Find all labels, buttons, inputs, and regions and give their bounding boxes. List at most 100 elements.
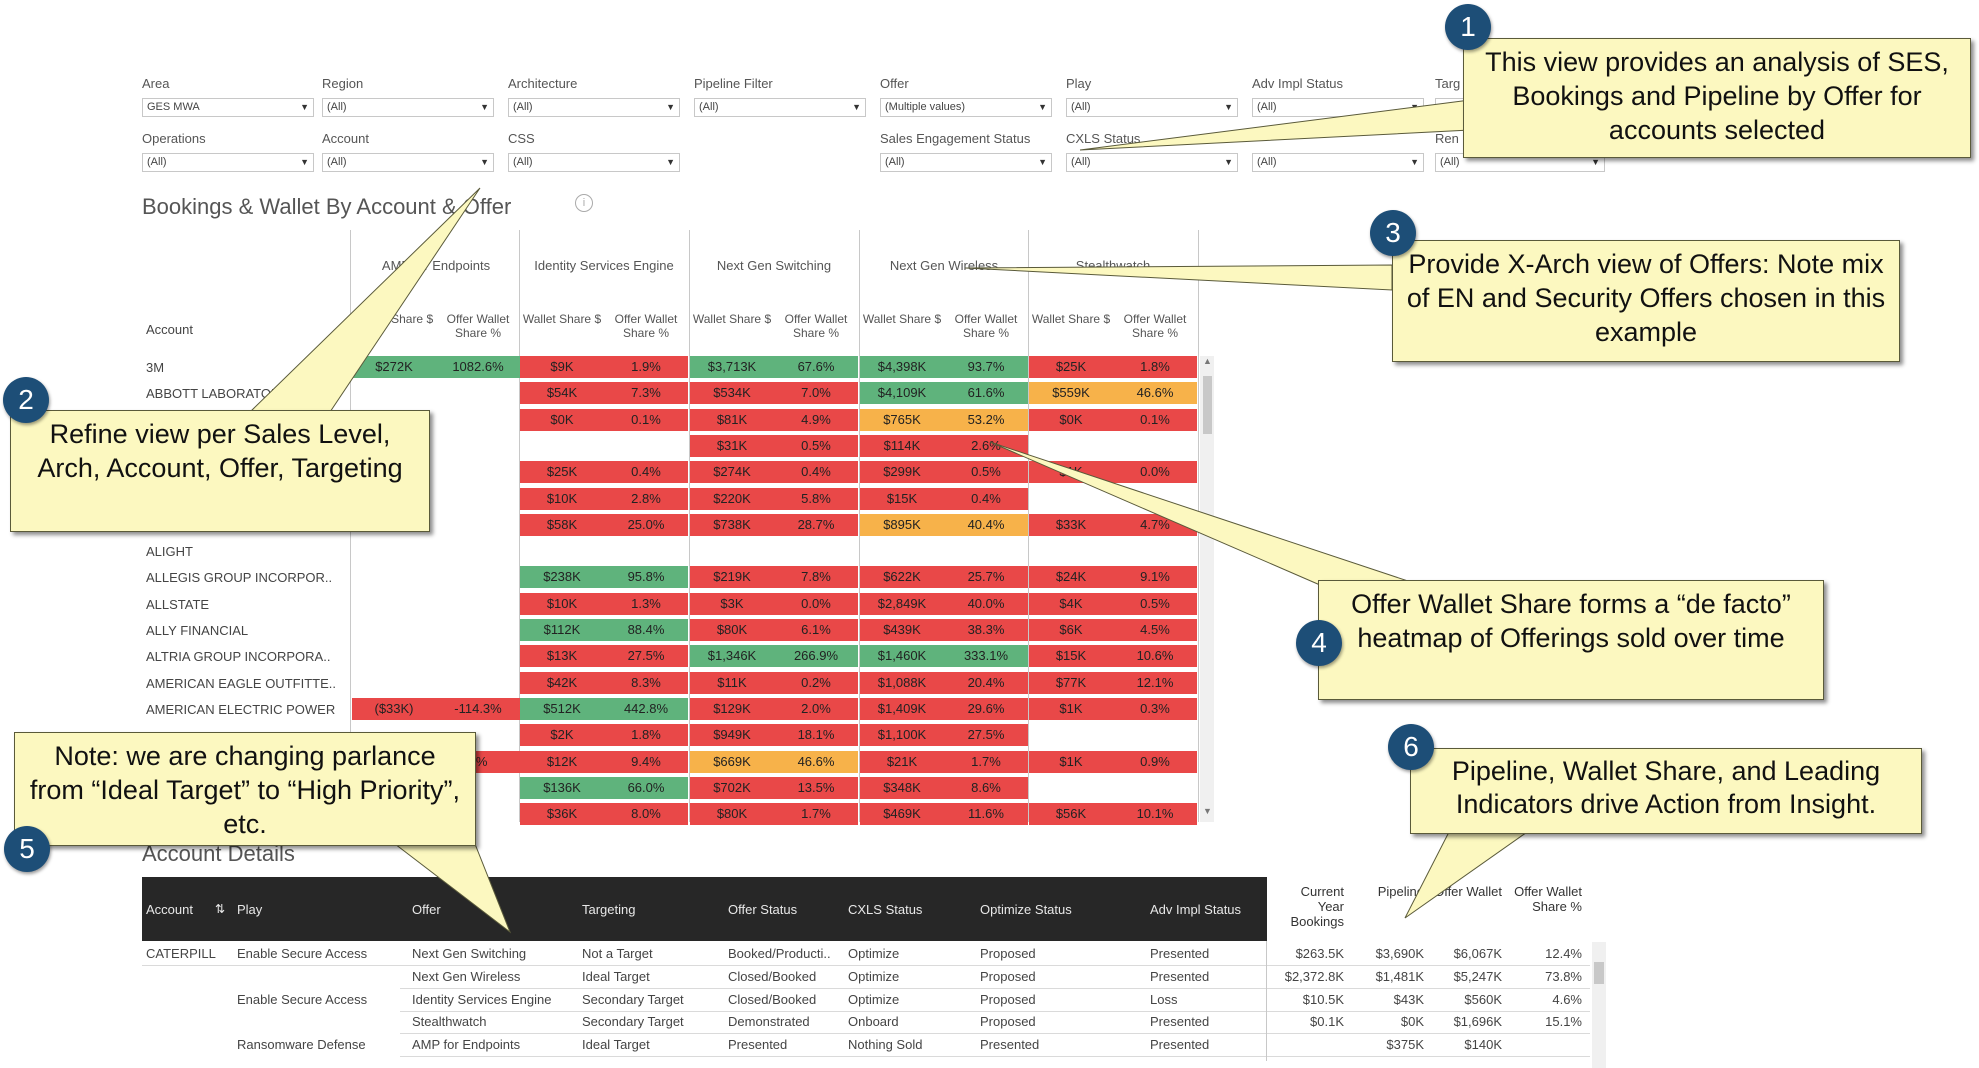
details-cell[interactable]: Nothing Sold xyxy=(848,1037,923,1053)
heatmap-cell[interactable]: $895K 40.4% xyxy=(860,513,1028,536)
filter-dropdown[interactable]: GES MWA ▼ xyxy=(142,98,314,117)
details-column-header[interactable]: Account xyxy=(146,902,193,917)
heatmap-cell[interactable]: $1,100K 27.5% xyxy=(860,724,1028,747)
sort-icon[interactable]: ⇅ xyxy=(215,902,226,916)
heatmap-cell[interactable]: $1,409K 29.6% xyxy=(860,697,1028,720)
details-column-header[interactable]: Pipeline xyxy=(1377,884,1424,899)
account-name[interactable]: AMERICAN EAGLE OUTFITTE.. xyxy=(146,675,336,691)
heatmap-cell[interactable]: $0K 0.1% xyxy=(1029,408,1197,431)
account-name[interactable]: ALLEGIS GROUP INCORPOR.. xyxy=(146,570,333,586)
details-cell[interactable]: Ideal Target xyxy=(582,968,650,984)
heatmap-cell[interactable]: $12K 9.4% xyxy=(520,750,688,773)
heatmap-cell[interactable]: $114K 2.6% xyxy=(860,434,1028,457)
heatmap-cell[interactable]: $77K 12.1% xyxy=(1029,671,1197,694)
details-cell[interactable]: Stealthwatch xyxy=(412,1014,487,1030)
heatmap-cell[interactable]: $15K 0.4% xyxy=(860,487,1028,510)
details-column-header[interactable]: Adv Impl Status xyxy=(1150,902,1242,917)
heatmap-cell[interactable]: $36K 8.0% xyxy=(520,803,688,826)
details-cell[interactable]: Onboard xyxy=(848,1014,899,1030)
details-column-header[interactable]: Offer Wallet Share % xyxy=(1514,884,1582,914)
heatmap-cell[interactable]: $299K 0.5% xyxy=(860,461,1028,484)
details-cell[interactable]: Presented xyxy=(980,1037,1040,1053)
filter-dropdown[interactable]: (All) ▼ xyxy=(508,98,680,117)
details-column-header[interactable]: Targeting xyxy=(582,902,636,917)
heatmap-cell[interactable]: $25K 1.8% xyxy=(1029,356,1197,378)
heatmap-cell[interactable]: $238K 95.8% xyxy=(520,566,688,589)
details-column-header[interactable]: CXLS Status xyxy=(848,902,923,917)
heatmap-cell[interactable]: $129K 2.0% xyxy=(690,697,858,720)
details-cell[interactable]: $3,690K xyxy=(1375,946,1424,961)
heatmap-cell[interactable]: $58K 25.0% xyxy=(520,513,688,536)
heatmap-cell[interactable]: $9K 1.9% xyxy=(520,356,688,378)
scroll-up-icon[interactable]: ▲ xyxy=(1203,356,1212,366)
details-cell[interactable]: $6,067K xyxy=(1453,946,1502,961)
details-cell[interactable]: Closed/Booked xyxy=(728,991,817,1007)
chevron-down-icon[interactable]: ▼ xyxy=(1591,157,1600,167)
heatmap-cell[interactable]: $1,460K 333.1% xyxy=(860,645,1028,668)
details-column-header[interactable]: Offer Wallet xyxy=(1434,884,1502,899)
heatmap-cell[interactable]: $1K 0.9% xyxy=(1029,750,1197,773)
details-cell[interactable]: 4.6% xyxy=(1552,991,1582,1007)
filter-dropdown[interactable]: (All) ▼ xyxy=(322,98,494,117)
details-cell[interactable]: Booked/Producti.. xyxy=(728,946,831,961)
chevron-down-icon[interactable]: ▼ xyxy=(300,102,309,112)
heatmap-cell[interactable]: $21K 1.7% xyxy=(860,750,1028,773)
details-cell[interactable]: $43K xyxy=(1393,991,1424,1007)
grid-scrollbar-thumb[interactable] xyxy=(1203,376,1212,434)
heatmap-cell[interactable]: $4,398K 93.7% xyxy=(860,356,1028,378)
account-name[interactable]: ALLSTATE xyxy=(146,596,210,612)
filter-dropdown[interactable]: (All) ▼ xyxy=(1066,153,1238,172)
chevron-down-icon[interactable]: ▼ xyxy=(1038,102,1047,112)
heatmap-cell[interactable]: $31K 0.5% xyxy=(690,434,858,457)
details-cell[interactable]: Demonstrated xyxy=(728,1014,810,1030)
heatmap-cell[interactable]: $559K 46.6% xyxy=(1029,382,1197,405)
details-cell[interactable]: Presented xyxy=(1150,968,1210,984)
details-cell[interactable]: 12.4% xyxy=(1545,946,1582,961)
details-column-header[interactable]: Offer xyxy=(412,902,441,917)
heatmap-cell[interactable]: $1,346K 266.9% xyxy=(690,645,858,668)
heatmap-cell[interactable]: $622K 25.7% xyxy=(860,566,1028,589)
grid-scrollbar[interactable] xyxy=(1200,356,1214,822)
details-cell[interactable]: Identity Services Engine xyxy=(412,991,552,1007)
account-name[interactable]: ALLY FINANCIAL xyxy=(146,623,249,638)
filter-dropdown[interactable]: (All) ▼ xyxy=(322,153,494,172)
details-column-header[interactable]: Offer Status xyxy=(728,902,798,917)
heatmap-cell[interactable]: $13K 27.5% xyxy=(520,645,688,668)
details-column-header[interactable]: Play xyxy=(237,902,263,917)
details-column-header[interactable]: Current Year Bookings xyxy=(1290,884,1344,929)
filter-dropdown[interactable]: (Multiple values) ▼ xyxy=(880,98,1052,117)
heatmap-cell[interactable]: $10K 1.3% xyxy=(520,592,688,615)
heatmap-cell[interactable]: $11K 0.2% xyxy=(690,671,858,694)
heatmap-cell[interactable]: $469K 11.6% xyxy=(860,803,1028,826)
offer-column-header[interactable]: Next Gen Switching xyxy=(716,258,832,273)
heatmap-cell[interactable]: $348K 8.6% xyxy=(860,776,1028,799)
chevron-down-icon[interactable]: ▼ xyxy=(1410,157,1419,167)
heatmap-cell[interactable]: $512K 442.8% xyxy=(520,697,688,720)
heatmap-cell[interactable]: $274K 0.4% xyxy=(690,461,858,484)
details-cell[interactable]: $1,696K xyxy=(1453,1014,1502,1030)
heatmap-cell[interactable]: $80K 1.7% xyxy=(690,803,858,826)
details-cell[interactable]: Optimize xyxy=(848,968,900,984)
chevron-down-icon[interactable]: ▼ xyxy=(1224,157,1233,167)
offer-column-header[interactable]: Next Gen Wireless xyxy=(889,258,999,273)
heatmap-cell[interactable]: $702K 13.5% xyxy=(690,776,858,799)
filter-dropdown[interactable]: (All) ▼ xyxy=(142,153,314,172)
heatmap-cell[interactable]: $15K 10.6% xyxy=(1029,645,1197,668)
heatmap-cell[interactable]: $42K 8.3% xyxy=(520,671,688,694)
heatmap-cell[interactable]: $220K 5.8% xyxy=(690,487,858,510)
details-cell[interactable]: Optimize xyxy=(848,946,900,961)
heatmap-cell[interactable]: $54K 7.3% xyxy=(520,382,688,405)
chevron-down-icon[interactable]: ▼ xyxy=(1038,157,1047,167)
heatmap-cell[interactable]: $33K 4.7% xyxy=(1029,513,1197,536)
details-cell[interactable]: $560K xyxy=(1464,991,1502,1007)
details-cell[interactable]: Presented xyxy=(1150,1014,1210,1030)
chevron-down-icon[interactable]: ▼ xyxy=(852,102,861,112)
filter-dropdown[interactable]: (All) ▼ xyxy=(880,153,1052,172)
heatmap-cell[interactable]: $2,849K 40.0% xyxy=(860,592,1028,615)
details-cell[interactable]: AMP for Endpoints xyxy=(412,1037,521,1053)
heatmap-cell[interactable]: $4K 0.5% xyxy=(1029,592,1197,615)
details-cell[interactable]: Proposed xyxy=(980,1014,1036,1030)
info-icon[interactable]: i xyxy=(575,194,593,212)
details-cell[interactable]: Next Gen Switching xyxy=(412,946,527,961)
chevron-down-icon[interactable]: ▼ xyxy=(1224,102,1233,112)
